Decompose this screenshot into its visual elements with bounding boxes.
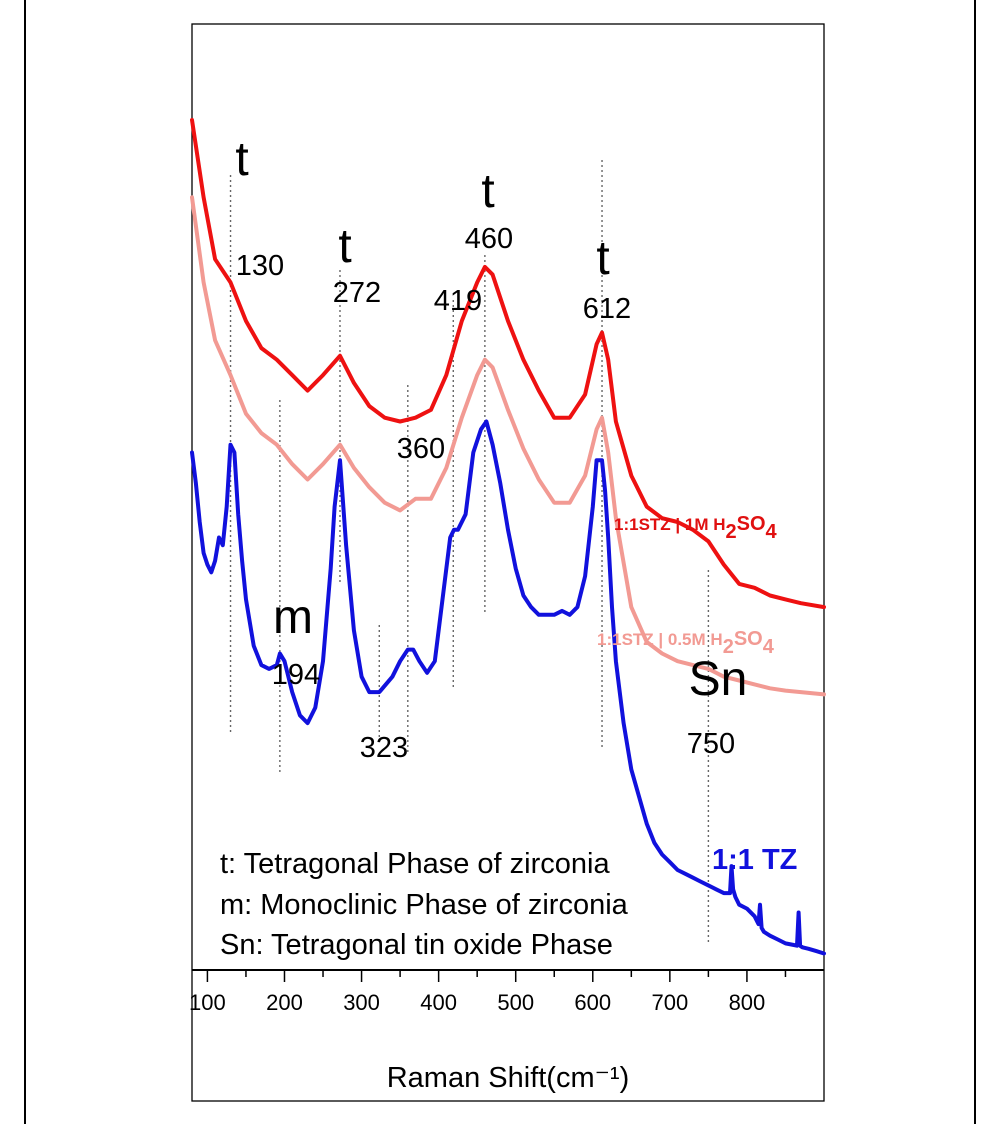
peak-position-label: 130 [236,250,284,282]
peak-position-label: 419 [434,285,482,317]
plot-frame [191,23,825,1102]
legend-entry: m: Monoclinic Phase of zirconia [220,889,629,921]
x-tick-label: 100 [189,990,226,1015]
phase-letter-label: Sn [689,653,748,706]
peak-position-label: 460 [465,223,513,255]
page-border-left [24,0,26,1124]
legend-entry: t: Tetragonal Phase of zirconia [220,848,610,880]
phase-letter-label: t [596,232,609,285]
x-tick-label: 500 [497,990,534,1015]
x-tick-label: 700 [651,990,688,1015]
x-tick-label: 600 [574,990,611,1015]
phase-letter-label: t [338,220,351,273]
phase-letter-label: t [481,165,494,218]
series-label-1m: 1:1STZ | 1M H2SO4 [614,513,778,543]
series-line-1 [190,195,826,697]
x-tick-label: 800 [729,990,766,1015]
peak-position-label: 612 [583,293,631,325]
series-line-0 [190,118,826,610]
x-tick-label: 400 [420,990,457,1015]
phase-letter-label: m [273,591,313,644]
phase-letter-label: t [235,133,248,186]
peak-position-label: 750 [687,728,735,760]
page-border-right [974,0,976,1124]
peak-position-label: 272 [333,277,381,309]
x-tick-label: 300 [343,990,380,1015]
peak-position-label: 360 [397,433,445,465]
series-label-tz: 1:1 TZ [712,844,797,876]
peak-position-label: 194 [272,659,320,691]
legend-entry: Sn: Tetragonal tin oxide Phase [220,929,613,961]
series-label-05m: 1:1STZ | 0.5M H2SO4 [597,628,775,658]
peak-position-label: 323 [360,732,408,764]
x-axis-title: Raman Shift(cm⁻¹) [387,1062,630,1094]
series-line-2 [190,419,826,956]
x-tick-label: 200 [266,990,303,1015]
